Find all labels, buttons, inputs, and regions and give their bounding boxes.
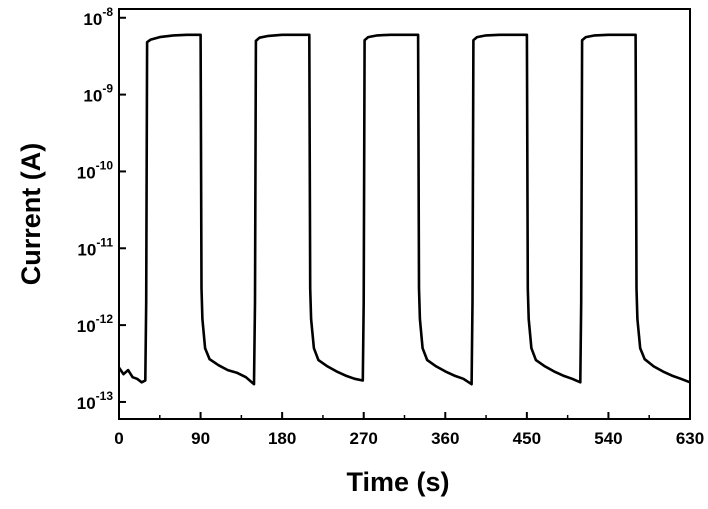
plot-frame: [118, 8, 691, 420]
y-tick-label: 10-8: [83, 5, 113, 29]
x-tick-label: 0: [114, 429, 123, 448]
y-tick-label: 10-12: [77, 312, 114, 336]
x-tick-label: 270: [350, 429, 378, 448]
x-axis-ticks: 0 90 180 270 360 450 540 630: [114, 412, 704, 448]
x-axis-title: Time (s): [346, 467, 449, 497]
y-tick-label: 10-9: [83, 82, 113, 106]
y-tick-label: 10-11: [77, 235, 113, 259]
x-tick-label: 90: [191, 429, 210, 448]
current-series-line: [117, 33, 691, 386]
y-tick-label: 10-13: [77, 389, 114, 413]
y-axis-title: Current (A): [16, 143, 46, 286]
y-axis-ticks: 10-13 10-12 10-11 10-10 10-9 10-8: [77, 5, 126, 413]
x-tick-label: 180: [268, 429, 296, 448]
x-tick-label: 450: [513, 429, 541, 448]
x-tick-label: 360: [431, 429, 459, 448]
x-tick-label: 630: [676, 429, 704, 448]
x-tick-label: 540: [594, 429, 622, 448]
y-tick-label: 10-10: [77, 158, 114, 182]
